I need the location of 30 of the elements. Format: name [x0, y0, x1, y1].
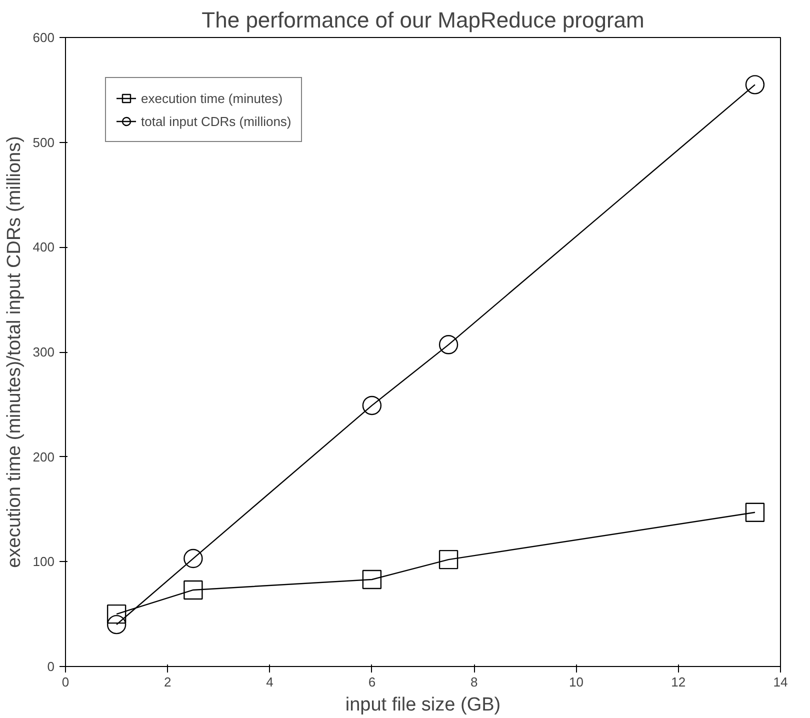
point	[184, 548, 203, 568]
point	[745, 502, 765, 522]
point	[362, 396, 382, 416]
y-tick-label: 300	[32, 344, 55, 360]
point	[438, 335, 458, 354]
y-tick-label: 500	[32, 134, 55, 150]
x-tick-label: 4	[266, 674, 274, 690]
y-tick-label: 100	[32, 554, 55, 570]
point	[184, 580, 203, 600]
x-tick-label: 0	[62, 674, 70, 690]
legend-label: total input CDRs (millions)	[141, 114, 292, 128]
x-tick-label: 6	[368, 674, 376, 690]
point	[362, 570, 382, 590]
x-tick-label: 2	[164, 674, 172, 690]
y-tick-label: 200	[32, 449, 55, 464]
chart-title: The performance of our MapReduce program	[202, 8, 644, 32]
y-tick-label: 400	[32, 240, 55, 255]
point	[745, 75, 765, 94]
y-tick-label: 600	[32, 30, 55, 45]
x-tick-label: 10	[568, 674, 584, 690]
y-tick-label: 0	[47, 659, 55, 674]
x-tick-label: 14	[773, 674, 788, 690]
x-axis-title: input file size (GB)	[345, 694, 501, 716]
point	[106, 604, 126, 624]
legend-label: execution time (minutes)	[141, 90, 283, 106]
x-tick-label: 12	[671, 674, 686, 690]
point	[438, 550, 458, 570]
point	[106, 614, 126, 634]
y-axis-title: execution time (minutes)/total input CDRs (millions)	[4, 136, 25, 568]
x-tick-label: 8	[470, 674, 478, 690]
